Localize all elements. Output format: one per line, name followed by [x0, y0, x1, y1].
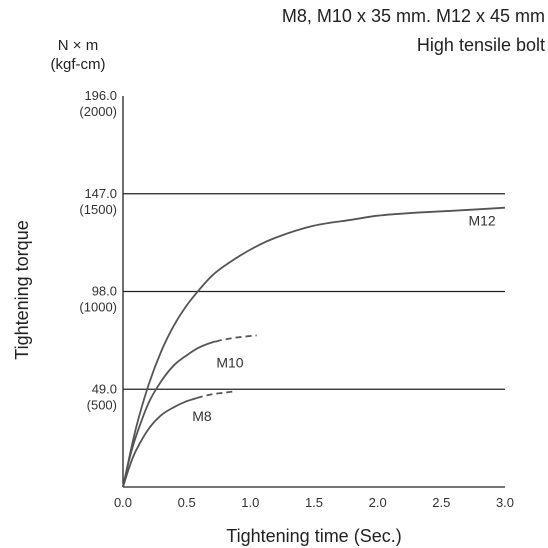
x-axis-title: Tightening time (Sec.) — [226, 526, 401, 546]
y-tick-sublabel: (1500) — [79, 202, 117, 217]
chart-title: M8, M10 x 35 mm. M12 x 45 mm — [282, 6, 545, 26]
axes — [122, 96, 505, 488]
y-tick-label: 147.0 — [84, 186, 117, 201]
curve-m8-dashed — [196, 390, 236, 399]
x-tick-label: 2.5 — [432, 495, 450, 510]
curve-m12 — [122, 206, 506, 488]
x-tick-label: 0.5 — [178, 495, 196, 510]
y-tick-label: 196.0 — [84, 88, 117, 103]
series-label-m10: M10 — [216, 354, 243, 370]
y-unit-sublabel: (kgf-cm) — [51, 56, 106, 73]
y-tick-label: 49.0 — [92, 381, 117, 396]
chart-subtitle: High tensile bolt — [417, 35, 545, 55]
series-labels: M12 M10 M8 — [192, 213, 496, 425]
tick-labels: 49.0(500) 98.0(1000) 147.0(1500) 196.0(2000… — [79, 88, 514, 510]
x-tick-label: 0.0 — [114, 495, 132, 510]
series-label-m8: M8 — [192, 408, 212, 424]
x-tick-label: 3.0 — [496, 495, 514, 510]
series-curves — [122, 206, 506, 488]
y-unit-label: N × m — [58, 37, 98, 54]
x-tick-label: 2.0 — [369, 495, 387, 510]
curve-m10-solid — [122, 340, 217, 488]
y-tick-label: 98.0 — [92, 284, 117, 299]
x-tick-label: 1.0 — [241, 495, 259, 510]
grid-lines — [123, 193, 505, 390]
curve-m8-solid — [122, 397, 198, 488]
y-tick-sublabel: (2000) — [79, 104, 117, 119]
x-tick-label: 1.5 — [305, 495, 323, 510]
series-label-m12: M12 — [468, 213, 495, 229]
y-tick-sublabel: (500) — [87, 397, 117, 412]
curve-m10-dashed — [215, 334, 257, 343]
y-tick-sublabel: (1000) — [79, 300, 117, 315]
y-axis-title: Tightening torque — [12, 220, 32, 359]
